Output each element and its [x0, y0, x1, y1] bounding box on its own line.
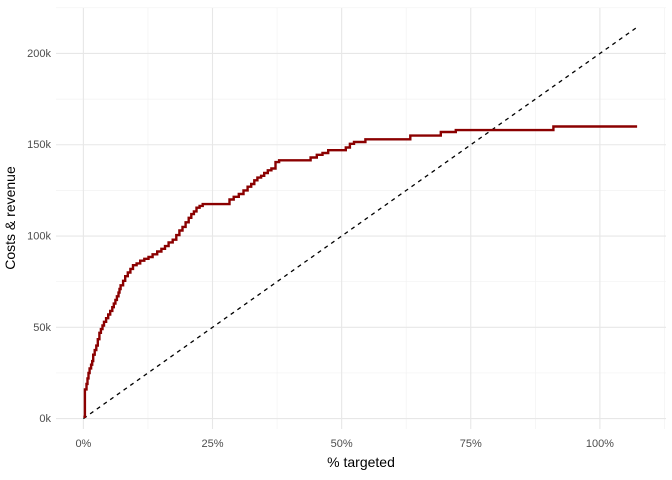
costs-diagonal-dashed-line [83, 26, 638, 420]
x-axis-tick-labels: 0% 25% 50% 75% 100% [75, 438, 614, 450]
gridlines-major [56, 8, 666, 429]
y-tick-label-50k: 50k [33, 322, 51, 334]
y-tick-label-100k: 100k [27, 231, 51, 243]
y-axis-title: Costs & revenue [2, 166, 18, 270]
y-axis-tick-labels: 0k 50k 100k 150k 200k [27, 48, 51, 425]
y-tick-label-150k: 150k [27, 139, 51, 151]
y-tick-label-0k: 0k [39, 413, 51, 425]
x-tick-label-0%: 0% [75, 438, 91, 450]
x-tick-label-50%: 50% [331, 438, 353, 450]
cumulative-revenue-step-curve [83, 125, 638, 418]
x-tick-label-25%: 25% [201, 438, 223, 450]
gridlines-minor [56, 7, 666, 429]
x-tick-label-75%: 75% [460, 438, 482, 450]
x-tick-label-100%: 100% [586, 438, 614, 450]
x-axis-title: % targeted [327, 454, 395, 470]
y-tick-label-200k: 200k [27, 48, 51, 60]
